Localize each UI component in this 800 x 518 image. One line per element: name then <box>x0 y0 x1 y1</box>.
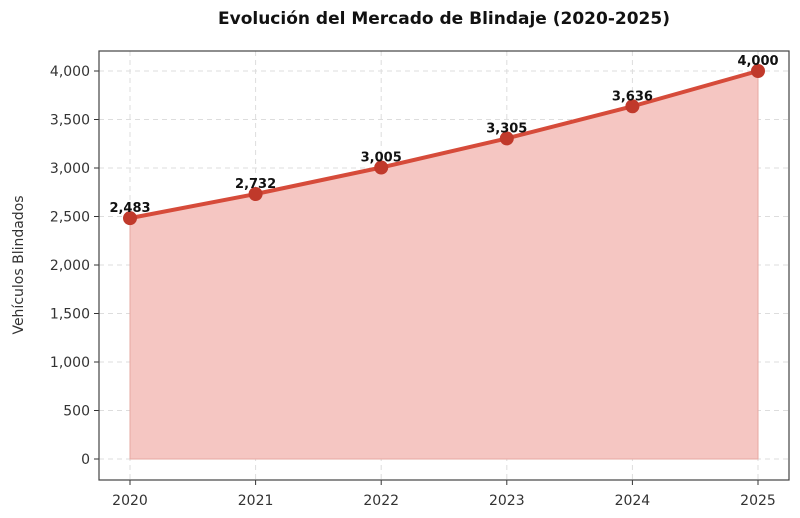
x-tick-label: 2023 <box>489 493 525 509</box>
y-tick-label: 3,000 <box>50 161 90 177</box>
x-tick-label: 2025 <box>740 493 776 509</box>
y-tick-label: 2,000 <box>50 258 90 274</box>
chart-title: Evolución del Mercado de Blindaje (2020-… <box>218 9 670 29</box>
data-label: 3,636 <box>612 89 653 104</box>
data-label: 2,732 <box>235 177 276 192</box>
y-tick-label: 2,500 <box>50 210 90 226</box>
y-tick-label: 1,500 <box>50 307 90 323</box>
data-point <box>499 131 514 146</box>
area-fill <box>129 70 759 460</box>
x-tick-label: 2020 <box>112 493 148 509</box>
data-point <box>123 211 137 226</box>
x-tick-label: 2021 <box>238 493 274 509</box>
data-label: 3,005 <box>361 151 402 166</box>
plot-frame <box>98 50 790 481</box>
data-label: 4,000 <box>737 54 778 69</box>
data-point <box>248 186 263 201</box>
y-tick-label: 3,500 <box>50 113 90 129</box>
data-label: 3,305 <box>486 121 527 136</box>
x-tick-label: 2024 <box>615 493 651 509</box>
data-point <box>751 64 765 78</box>
series-line <box>129 69 759 221</box>
data-point <box>625 99 640 114</box>
y-tick-label: 500 <box>63 404 90 420</box>
y-tick-label: 1,000 <box>50 355 90 371</box>
y-axis-label: Vehículos Blindados <box>11 195 27 334</box>
y-tick-label: 4,000 <box>50 64 90 80</box>
data-point <box>374 160 389 175</box>
y-tick-label: 0 <box>81 452 90 468</box>
data-label: 2,483 <box>109 201 150 216</box>
x-tick-label: 2022 <box>363 493 399 509</box>
